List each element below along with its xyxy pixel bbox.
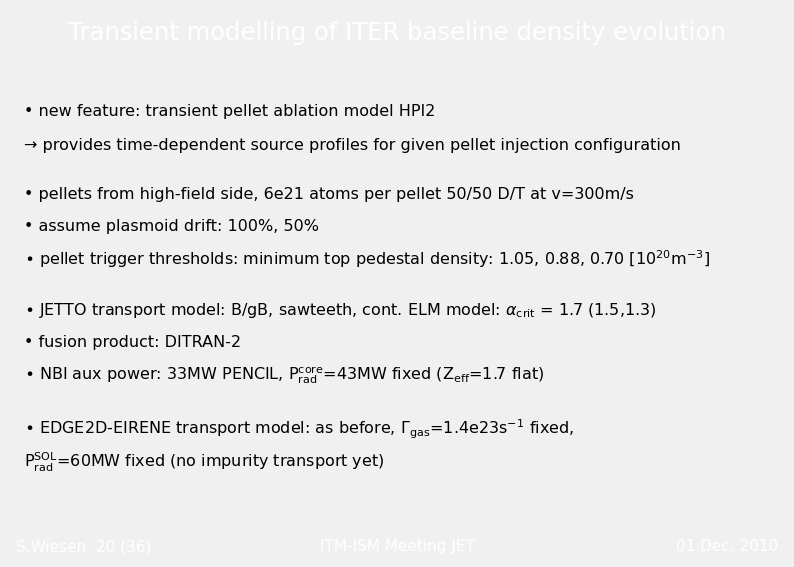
- Text: • assume plasmoid drift: 100%, 50%: • assume plasmoid drift: 100%, 50%: [24, 219, 319, 234]
- Text: $\bullet$ pellet trigger thresholds: minimum top pedestal density: 1.05, 0.88, 0: $\bullet$ pellet trigger thresholds: min…: [24, 248, 710, 270]
- Text: $\bullet$ EDGE2D-EIRENE transport model: as before, $\Gamma_{\mathrm{gas}}$=1.4e: $\bullet$ EDGE2D-EIRENE transport model:…: [24, 418, 574, 441]
- Text: • new feature: transient pellet ablation model HPI2: • new feature: transient pellet ablation…: [24, 104, 435, 119]
- Text: Transient modelling of ITER baseline density evolution: Transient modelling of ITER baseline den…: [68, 20, 726, 45]
- Text: P$_{\mathrm{rad}}^{\mathrm{SOL}}$=60MW fixed (no impurity transport yet): P$_{\mathrm{rad}}^{\mathrm{SOL}}$=60MW f…: [24, 451, 384, 474]
- Text: ITM-ISM Meeting JET: ITM-ISM Meeting JET: [319, 539, 475, 554]
- Text: $\bullet$ JETTO transport model: B/gB, sawteeth, cont. ELM model: $\alpha_{\math: $\bullet$ JETTO transport model: B/gB, s…: [24, 301, 657, 320]
- Text: → provides time-dependent source profiles for given pellet injection configurati: → provides time-dependent source profile…: [24, 138, 680, 154]
- Text: • pellets from high-field side, 6e21 atoms per pellet 50/50 D/T at v=300m/s: • pellets from high-field side, 6e21 ato…: [24, 187, 634, 202]
- Text: 01 Dec. 2010: 01 Dec. 2010: [676, 539, 778, 554]
- Text: S.Wiesen  20 (36): S.Wiesen 20 (36): [16, 539, 151, 554]
- Text: $\bullet$ NBI aux power: 33MW PENCIL, P$_{\mathrm{rad}}^{\mathrm{core}}$=43MW fi: $\bullet$ NBI aux power: 33MW PENCIL, P$…: [24, 364, 544, 386]
- Text: • fusion product: DITRAN-2: • fusion product: DITRAN-2: [24, 335, 241, 350]
